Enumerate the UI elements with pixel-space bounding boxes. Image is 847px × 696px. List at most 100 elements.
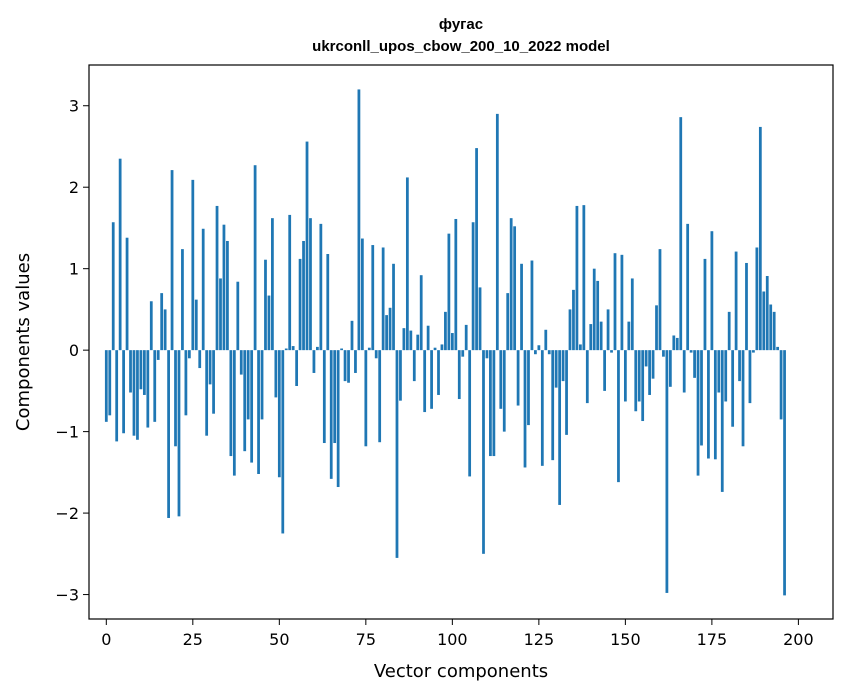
bar-component-66 xyxy=(333,350,337,444)
bar-component-165 xyxy=(675,337,679,351)
bar-component-81 xyxy=(385,315,388,351)
x-tick-label: 125 xyxy=(524,630,555,649)
bar-component-122 xyxy=(527,350,530,426)
bar-component-93 xyxy=(426,325,430,351)
bar-component-178 xyxy=(720,350,724,492)
x-tick-label: 150 xyxy=(610,630,641,649)
bar-component-139 xyxy=(585,350,589,404)
bar-component-166 xyxy=(679,117,683,351)
bar-component-176 xyxy=(713,350,717,460)
bar-component-149 xyxy=(620,254,624,351)
bar-component-22 xyxy=(181,249,184,351)
bar-component-189 xyxy=(758,126,762,351)
bar-component-110 xyxy=(485,350,489,359)
bar-component-101 xyxy=(454,218,458,351)
bar-component-161 xyxy=(662,350,665,357)
bar-component-86 xyxy=(402,328,406,351)
bar-component-25 xyxy=(191,179,195,351)
bar-component-177 xyxy=(717,350,721,393)
bar-component-2 xyxy=(111,222,115,351)
bar-component-11 xyxy=(142,350,146,395)
bar-component-62 xyxy=(319,223,323,351)
bar-component-47 xyxy=(267,295,271,351)
bar-component-84 xyxy=(395,350,399,558)
bar-component-127 xyxy=(544,329,548,351)
bar-component-73 xyxy=(357,89,361,351)
bar-component-98 xyxy=(444,311,447,351)
bar-component-162 xyxy=(665,350,669,593)
bar-component-34 xyxy=(222,224,226,351)
bar-component-88 xyxy=(409,330,413,351)
bar-component-182 xyxy=(734,251,738,351)
bar-component-109 xyxy=(482,350,485,554)
bar-component-180 xyxy=(727,311,731,351)
bar-component-9 xyxy=(136,350,139,440)
bar-component-131 xyxy=(558,350,562,505)
bar-component-113 xyxy=(495,113,499,351)
x-tick-label: 25 xyxy=(183,630,203,649)
bar-component-26 xyxy=(194,299,198,351)
plot-frame xyxy=(88,64,834,620)
bar-component-99 xyxy=(447,233,451,351)
bar-component-23 xyxy=(184,350,188,416)
bar-component-37 xyxy=(232,350,236,476)
bar-component-87 xyxy=(405,177,409,351)
bar-component-40 xyxy=(243,350,247,452)
bar-component-134 xyxy=(568,309,572,351)
bar-component-119 xyxy=(516,350,520,406)
bar-component-135 xyxy=(572,289,575,351)
bar-component-18 xyxy=(167,350,170,518)
bar-component-108 xyxy=(478,287,482,351)
x-tick-label: 200 xyxy=(783,630,814,649)
bar-component-21 xyxy=(177,350,181,517)
bar-component-117 xyxy=(509,218,513,351)
bar-component-12 xyxy=(146,350,150,428)
bar-component-92 xyxy=(423,350,427,413)
y-axis-ticks: −3 −2 −1 0 1 2 3 xyxy=(55,97,89,605)
bar-component-187 xyxy=(752,350,755,353)
bar-component-1 xyxy=(108,350,112,416)
bar-component-41 xyxy=(246,350,250,420)
bar-component-24 xyxy=(187,350,191,359)
bar-component-128 xyxy=(547,350,551,355)
bar-component-95 xyxy=(433,347,437,351)
bar-component-156 xyxy=(644,350,648,367)
bar-component-102 xyxy=(457,350,461,400)
bar-component-129 xyxy=(551,350,555,461)
bar-component-69 xyxy=(343,350,347,382)
bar-component-50 xyxy=(277,350,281,478)
bar-component-70 xyxy=(347,350,350,383)
bar-component-96 xyxy=(437,350,440,395)
bar-component-100 xyxy=(450,333,454,351)
bar-component-64 xyxy=(326,254,330,351)
bar-component-83 xyxy=(392,263,395,351)
bar-component-10 xyxy=(139,350,143,390)
bar-component-172 xyxy=(700,350,703,446)
x-axis-label: Vector components xyxy=(374,661,548,682)
bar-component-57 xyxy=(302,240,305,351)
x-tick-label: 50 xyxy=(269,630,289,649)
bar-component-185 xyxy=(745,262,748,351)
bar-component-51 xyxy=(281,350,285,534)
x-tick-label: 0 xyxy=(101,630,111,649)
bar-component-0 xyxy=(104,350,108,422)
bar-component-61 xyxy=(316,346,319,351)
bar-component-43 xyxy=(253,165,257,351)
bar-component-186 xyxy=(748,350,752,404)
bar-component-6 xyxy=(125,237,129,351)
bar-component-168 xyxy=(686,223,690,351)
bar-component-155 xyxy=(641,350,645,422)
bar-component-152 xyxy=(630,278,634,351)
bar-component-118 xyxy=(513,226,517,351)
bar-component-124 xyxy=(534,350,537,355)
bar-component-142 xyxy=(596,280,600,351)
bar-component-36 xyxy=(229,350,233,457)
x-tick-label: 175 xyxy=(697,630,728,649)
bar-component-27 xyxy=(198,350,202,369)
bar-component-160 xyxy=(658,249,662,351)
y-tick-label: 0 xyxy=(69,341,79,360)
y-tick-label: −2 xyxy=(55,504,79,523)
bar-component-140 xyxy=(589,324,593,351)
bar-component-167 xyxy=(682,350,686,393)
bar-component-15 xyxy=(156,350,160,360)
